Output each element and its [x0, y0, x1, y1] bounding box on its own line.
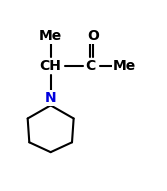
Text: N: N — [45, 91, 56, 105]
Text: N: N — [45, 91, 56, 105]
Text: Me: Me — [113, 59, 136, 73]
Text: CH: CH — [40, 59, 62, 73]
Text: Me: Me — [39, 29, 62, 43]
Text: C: C — [85, 59, 95, 73]
Text: C: C — [85, 59, 95, 73]
Text: CH: CH — [40, 59, 62, 73]
Text: Me: Me — [39, 29, 62, 43]
Text: O: O — [87, 29, 99, 43]
Text: Me: Me — [113, 59, 136, 73]
Text: O: O — [87, 29, 99, 43]
